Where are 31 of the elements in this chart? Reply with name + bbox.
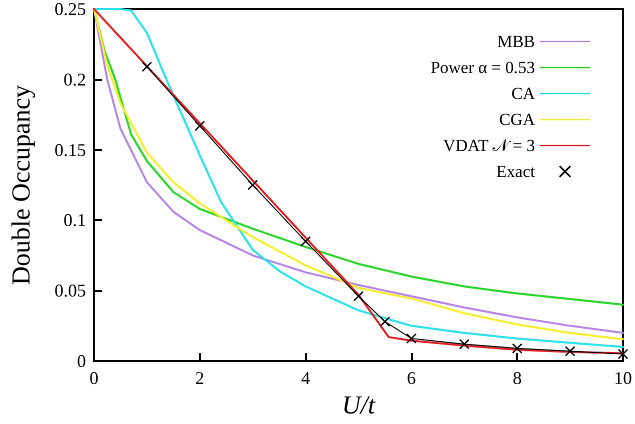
legend-label: Exact [496, 162, 536, 181]
x-tick-label: 8 [512, 368, 522, 388]
legend-label: CA [511, 84, 536, 103]
point [354, 291, 364, 302]
x-tick-label: 2 [195, 368, 204, 388]
x-tick-label: 0 [90, 368, 98, 388]
y-tick-label: 0 [77, 351, 86, 371]
legend-label: MBB [497, 32, 535, 51]
x-tick-label: 6 [406, 368, 416, 388]
legend-label: VDAT 𝒩 = 3 [443, 136, 535, 155]
x-axis-title: U/t [342, 390, 376, 420]
x-tick-label: 10 [614, 368, 632, 388]
point [142, 62, 152, 72]
point [194, 120, 205, 131]
y-tick-label: 0.1 [64, 210, 86, 230]
point [618, 348, 628, 359]
point [300, 236, 311, 246]
point [380, 316, 390, 327]
x-tick-label: 4 [301, 368, 310, 388]
point [459, 339, 470, 350]
y-tick-label: 0.25 [54, 0, 86, 19]
y-tick-label: 0.05 [54, 280, 86, 301]
y-tick-label: 0.15 [54, 140, 86, 160]
legend-label: CGA [499, 110, 536, 129]
point [406, 333, 416, 344]
point [512, 343, 522, 354]
y-axis-title: Double Occupancy [6, 85, 36, 285]
y-tick-label: 0.2 [64, 69, 86, 90]
legend-label: Power α = 0.53 [430, 58, 535, 77]
point [248, 180, 258, 190]
point [565, 346, 576, 356]
